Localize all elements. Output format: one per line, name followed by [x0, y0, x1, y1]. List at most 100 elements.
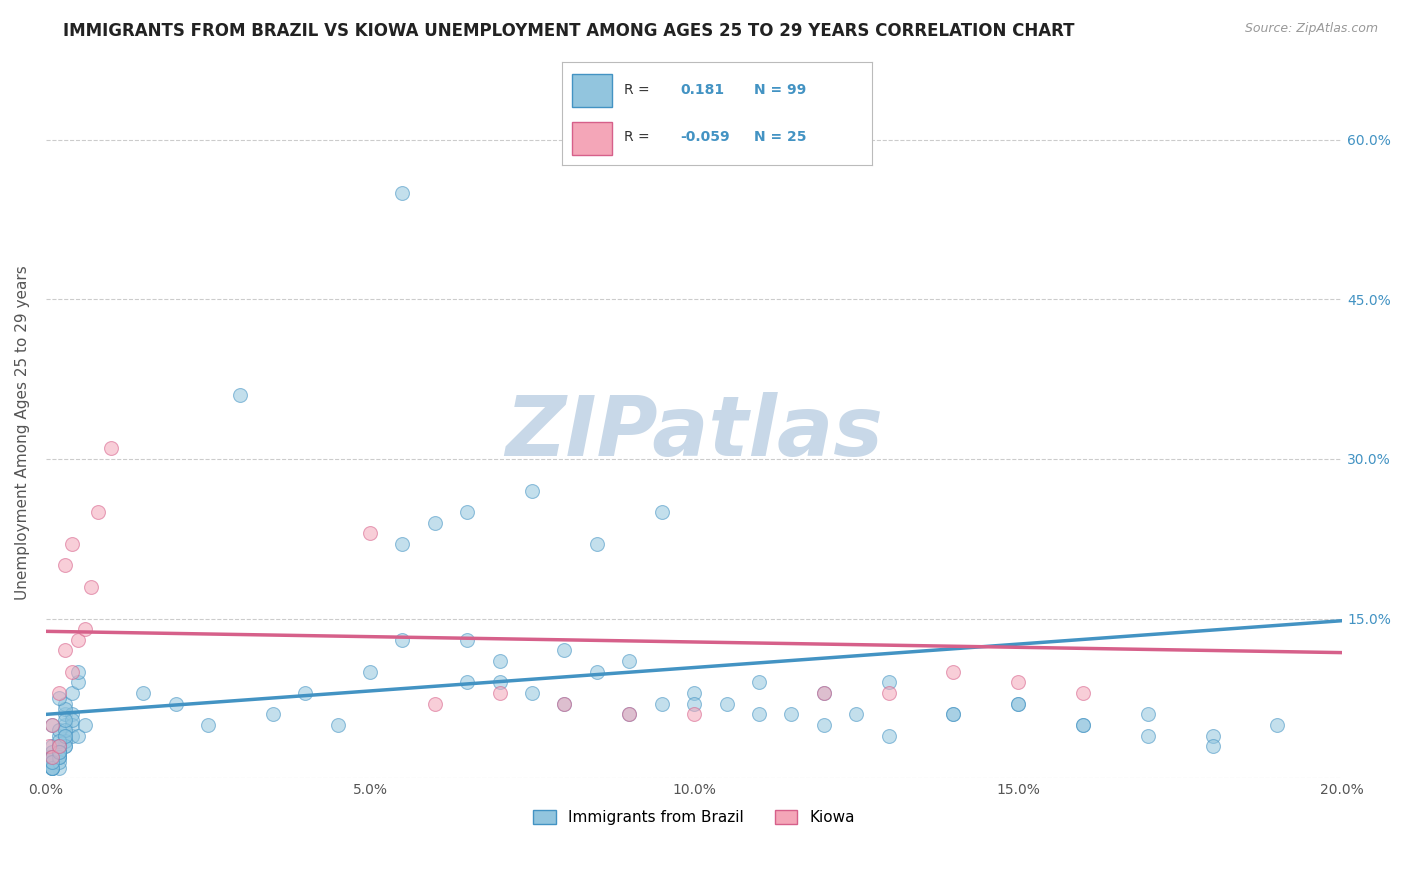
Text: N = 99: N = 99 [754, 83, 807, 97]
Point [55, 718, 77, 732]
Point [1007, 697, 1029, 711]
Point [55, 643, 77, 657]
Point [877, 675, 900, 690]
Point [41, 761, 63, 775]
Point [48, 739, 70, 754]
Point [1136, 729, 1159, 743]
Point [48, 739, 70, 754]
Point [553, 697, 575, 711]
Point [48, 739, 70, 754]
Point [391, 537, 413, 551]
Point [1136, 707, 1159, 722]
Point [67, 729, 90, 743]
Point [48, 729, 70, 743]
Point [553, 697, 575, 711]
Point [41, 761, 63, 775]
Point [41, 750, 63, 764]
Point [942, 665, 965, 679]
Point [41, 750, 63, 764]
Point [41, 761, 63, 775]
Point [48, 745, 70, 759]
Point [586, 537, 609, 551]
Point [683, 686, 706, 700]
Point [55, 707, 77, 722]
Point [1201, 739, 1223, 754]
Point [67, 675, 90, 690]
Point [48, 745, 70, 759]
Point [651, 697, 673, 711]
Point [716, 697, 738, 711]
Point [942, 707, 965, 722]
Point [41, 745, 63, 759]
Text: 0.181: 0.181 [681, 83, 724, 97]
Point [60, 686, 83, 700]
Point [748, 675, 770, 690]
Point [488, 686, 510, 700]
Point [359, 665, 381, 679]
Point [55, 734, 77, 748]
Point [48, 723, 70, 738]
Legend: Immigrants from Brazil, Kiowa: Immigrants from Brazil, Kiowa [526, 803, 863, 833]
Point [48, 750, 70, 764]
Point [48, 745, 70, 759]
Text: R =: R = [624, 83, 650, 97]
Point [60, 713, 83, 727]
Point [359, 526, 381, 541]
Point [48, 739, 70, 754]
Point [619, 654, 641, 668]
Point [262, 707, 284, 722]
Point [41, 756, 63, 770]
Text: N = 25: N = 25 [754, 130, 807, 145]
Point [813, 686, 835, 700]
Point [48, 686, 70, 700]
Point [683, 707, 706, 722]
Point [488, 675, 510, 690]
Point [1007, 697, 1029, 711]
Text: ZIPatlas: ZIPatlas [505, 392, 883, 473]
Point [87, 505, 110, 519]
Point [942, 707, 965, 722]
Point [55, 739, 77, 754]
Point [132, 686, 155, 700]
Point [423, 697, 446, 711]
Point [48, 761, 70, 775]
Point [391, 186, 413, 200]
Point [391, 632, 413, 647]
Point [488, 654, 510, 668]
Point [48, 691, 70, 706]
Point [520, 686, 543, 700]
FancyBboxPatch shape [572, 122, 612, 155]
Point [60, 665, 83, 679]
Point [683, 697, 706, 711]
Point [456, 632, 478, 647]
Point [780, 707, 803, 722]
Point [67, 632, 90, 647]
Text: -0.059: -0.059 [681, 130, 730, 145]
Point [48, 734, 70, 748]
Point [877, 729, 900, 743]
Point [520, 483, 543, 498]
Point [813, 718, 835, 732]
Point [586, 665, 609, 679]
Point [100, 442, 122, 456]
Point [877, 686, 900, 700]
Point [48, 750, 70, 764]
Point [423, 516, 446, 530]
Point [73, 718, 96, 732]
Point [38, 739, 60, 754]
Point [48, 756, 70, 770]
Point [326, 718, 349, 732]
Point [845, 707, 868, 722]
Text: R =: R = [624, 130, 650, 145]
Point [60, 718, 83, 732]
Point [55, 702, 77, 716]
Point [651, 505, 673, 519]
FancyBboxPatch shape [572, 74, 612, 106]
Point [229, 388, 252, 402]
Point [60, 729, 83, 743]
Point [60, 537, 83, 551]
Point [38, 750, 60, 764]
Y-axis label: Unemployment Among Ages 25 to 29 years: Unemployment Among Ages 25 to 29 years [15, 265, 30, 599]
Point [1201, 729, 1223, 743]
Point [41, 718, 63, 732]
